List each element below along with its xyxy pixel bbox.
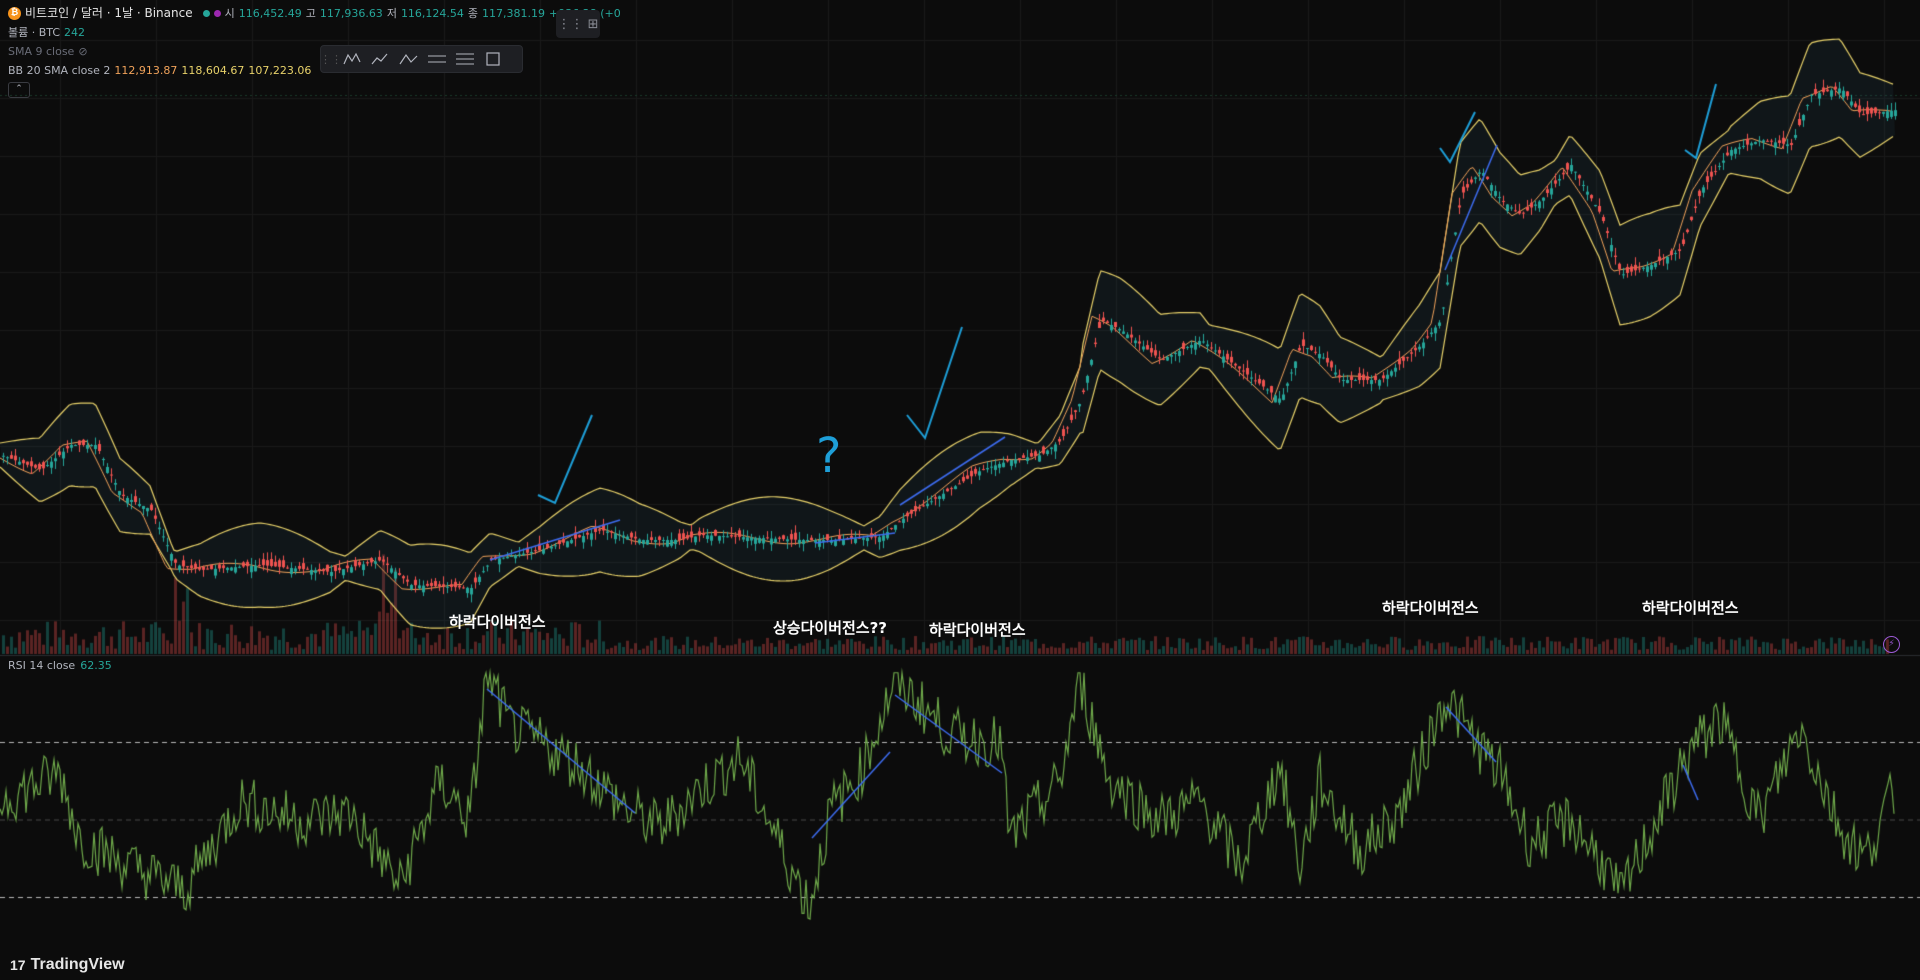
rsi-value: 62.35 (80, 659, 112, 672)
fib-retracement-icon[interactable] (454, 49, 475, 70)
annotation-bullish-divergence[interactable]: 상승다이버전스?? (773, 619, 888, 637)
bb-row[interactable]: BB 20 SMA close 2 112,913.87 118,604.67 … (8, 61, 621, 80)
elliott-wave-icon[interactable] (370, 49, 391, 70)
alert-icon[interactable]: ⚡ (1883, 636, 1900, 653)
volume-label: 볼륨 · BTC (8, 26, 61, 39)
bitcoin-icon: ₿ (8, 7, 21, 20)
rsi-legend[interactable]: RSI 14 close 62.35 (8, 659, 112, 672)
symbol-row: ₿ 비트코인 / 달러 · 1날 · Binance 시 116,452.49 … (8, 4, 621, 23)
market-status[interactable] (202, 10, 221, 17)
collapse-legend-button[interactable]: ⌃ (8, 82, 30, 98)
market-open-dot (202, 10, 210, 17)
sma-label: SMA 9 close (8, 45, 75, 58)
high-value: 117,936.63 (319, 7, 383, 20)
share-icon (213, 10, 221, 17)
brand-name: TradingView (30, 956, 125, 973)
annotation-bearish-divergence-3[interactable]: 하락다이버전스 (1382, 599, 1479, 617)
open-label: 시 (224, 7, 235, 20)
abc-pattern-icon[interactable] (398, 49, 419, 70)
low-label: 저 (386, 7, 397, 20)
annotation-bearish-divergence-4[interactable]: 하락다이버전스 (1642, 599, 1739, 617)
annotation-bearish-divergence-1[interactable]: 하락다이버전스 (449, 613, 546, 631)
open-value: 116,452.49 (238, 7, 302, 20)
floating-drawing-toolbar: ⋮⋮ (320, 45, 523, 73)
parallel-channel-icon[interactable] (426, 49, 447, 70)
layout-grid-icon[interactable]: ⋮⋮ ⊞ (556, 10, 600, 38)
volume-value: 242 (64, 26, 86, 39)
chart-legend: ₿ 비트코인 / 달러 · 1날 · Binance 시 116,452.49 … (8, 4, 621, 80)
bb-basis-value: 112,913.87 (114, 64, 178, 77)
close-value: 117,381.19 (482, 7, 546, 20)
low-value: 116,124.54 (400, 7, 464, 20)
annotation-bearish-divergence-2[interactable]: 하락다이버전스 (929, 621, 1026, 639)
symbol-title[interactable]: 비트코인 / 달러 · 1날 · Binance (25, 6, 193, 20)
rsi-label: RSI 14 close (8, 659, 76, 672)
bb-lower-value: 107,223.06 (248, 64, 312, 77)
annotation-question-mark[interactable]: ? (816, 428, 842, 484)
drag-handle-icon[interactable]: ⋮⋮ (320, 52, 342, 66)
sma-row[interactable]: SMA 9 close ⊘ (8, 42, 621, 61)
volume-row[interactable]: 볼륨 · BTC 242 (8, 23, 621, 42)
high-label: 고 (305, 7, 316, 20)
rectangle-tool-icon[interactable] (482, 49, 503, 70)
eye-crossed-icon[interactable]: ⊘ (78, 45, 88, 58)
close-label: 종 (467, 7, 479, 20)
bb-upper-value: 118,604.67 (181, 64, 245, 77)
tradingview-logo[interactable]: 17 TradingView (10, 956, 125, 974)
bb-label: BB 20 SMA close 2 (8, 64, 111, 77)
tradingview-logo-icon: 17 (10, 957, 26, 973)
pattern-tool-icon[interactable] (342, 49, 363, 70)
